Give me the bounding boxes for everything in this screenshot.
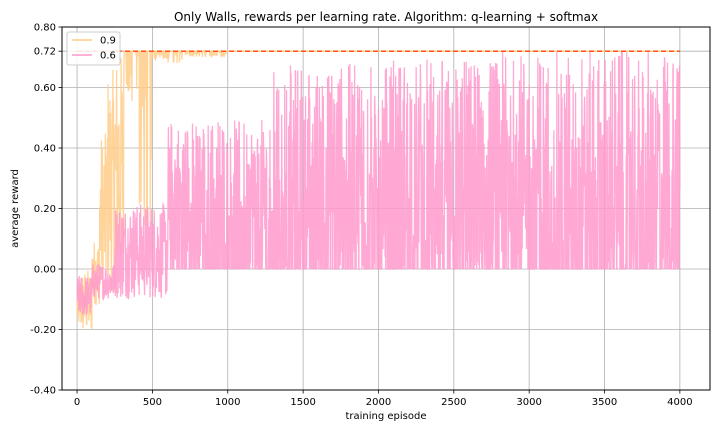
y-axis-label: average reward bbox=[10, 169, 21, 248]
x-tick-label: 2500 bbox=[441, 397, 466, 408]
y-tick-label: -0.40 bbox=[30, 386, 56, 397]
series-line-0-6 bbox=[76, 51, 681, 316]
legend-entry: 0.6 bbox=[100, 51, 116, 62]
legend-entry: 0.9 bbox=[100, 36, 116, 47]
x-tick-label: 1000 bbox=[215, 397, 240, 408]
x-tick-label: 3000 bbox=[516, 397, 541, 408]
legend: 0.90.6 bbox=[66, 31, 121, 66]
y-tick-label: 0.80 bbox=[34, 23, 56, 34]
chart-title: Only Walls, rewards per learning rate. A… bbox=[174, 10, 598, 24]
y-tick-label: -0.20 bbox=[30, 325, 56, 336]
y-tick-label: 0.40 bbox=[34, 144, 56, 155]
x-tick-label: 0 bbox=[74, 397, 80, 408]
x-tick-label: 3500 bbox=[592, 397, 617, 408]
y-tick-label: 0.20 bbox=[34, 204, 56, 215]
y-tick-label: 0.72 bbox=[34, 47, 56, 58]
y-tick-label: 0.60 bbox=[34, 83, 56, 94]
tick-layer: 0 500 1000 1500 2000 2500 3000 3500 4000 -0.40 -0.… bbox=[30, 23, 692, 409]
x-axis-label: training episode bbox=[345, 411, 426, 422]
x-tick-label: 4000 bbox=[667, 397, 692, 408]
y-tick-label: 0.00 bbox=[34, 265, 56, 276]
x-tick-label: 2000 bbox=[366, 397, 391, 408]
x-tick-label: 500 bbox=[143, 397, 162, 408]
x-tick-label: 1500 bbox=[290, 397, 315, 408]
